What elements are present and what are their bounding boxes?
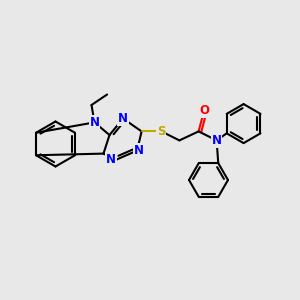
Text: O: O <box>199 104 209 118</box>
Text: N: N <box>89 116 100 129</box>
Text: N: N <box>118 112 128 125</box>
Text: N: N <box>212 134 222 147</box>
Text: N: N <box>134 144 144 157</box>
Text: N: N <box>106 153 116 166</box>
Text: S: S <box>157 125 166 138</box>
